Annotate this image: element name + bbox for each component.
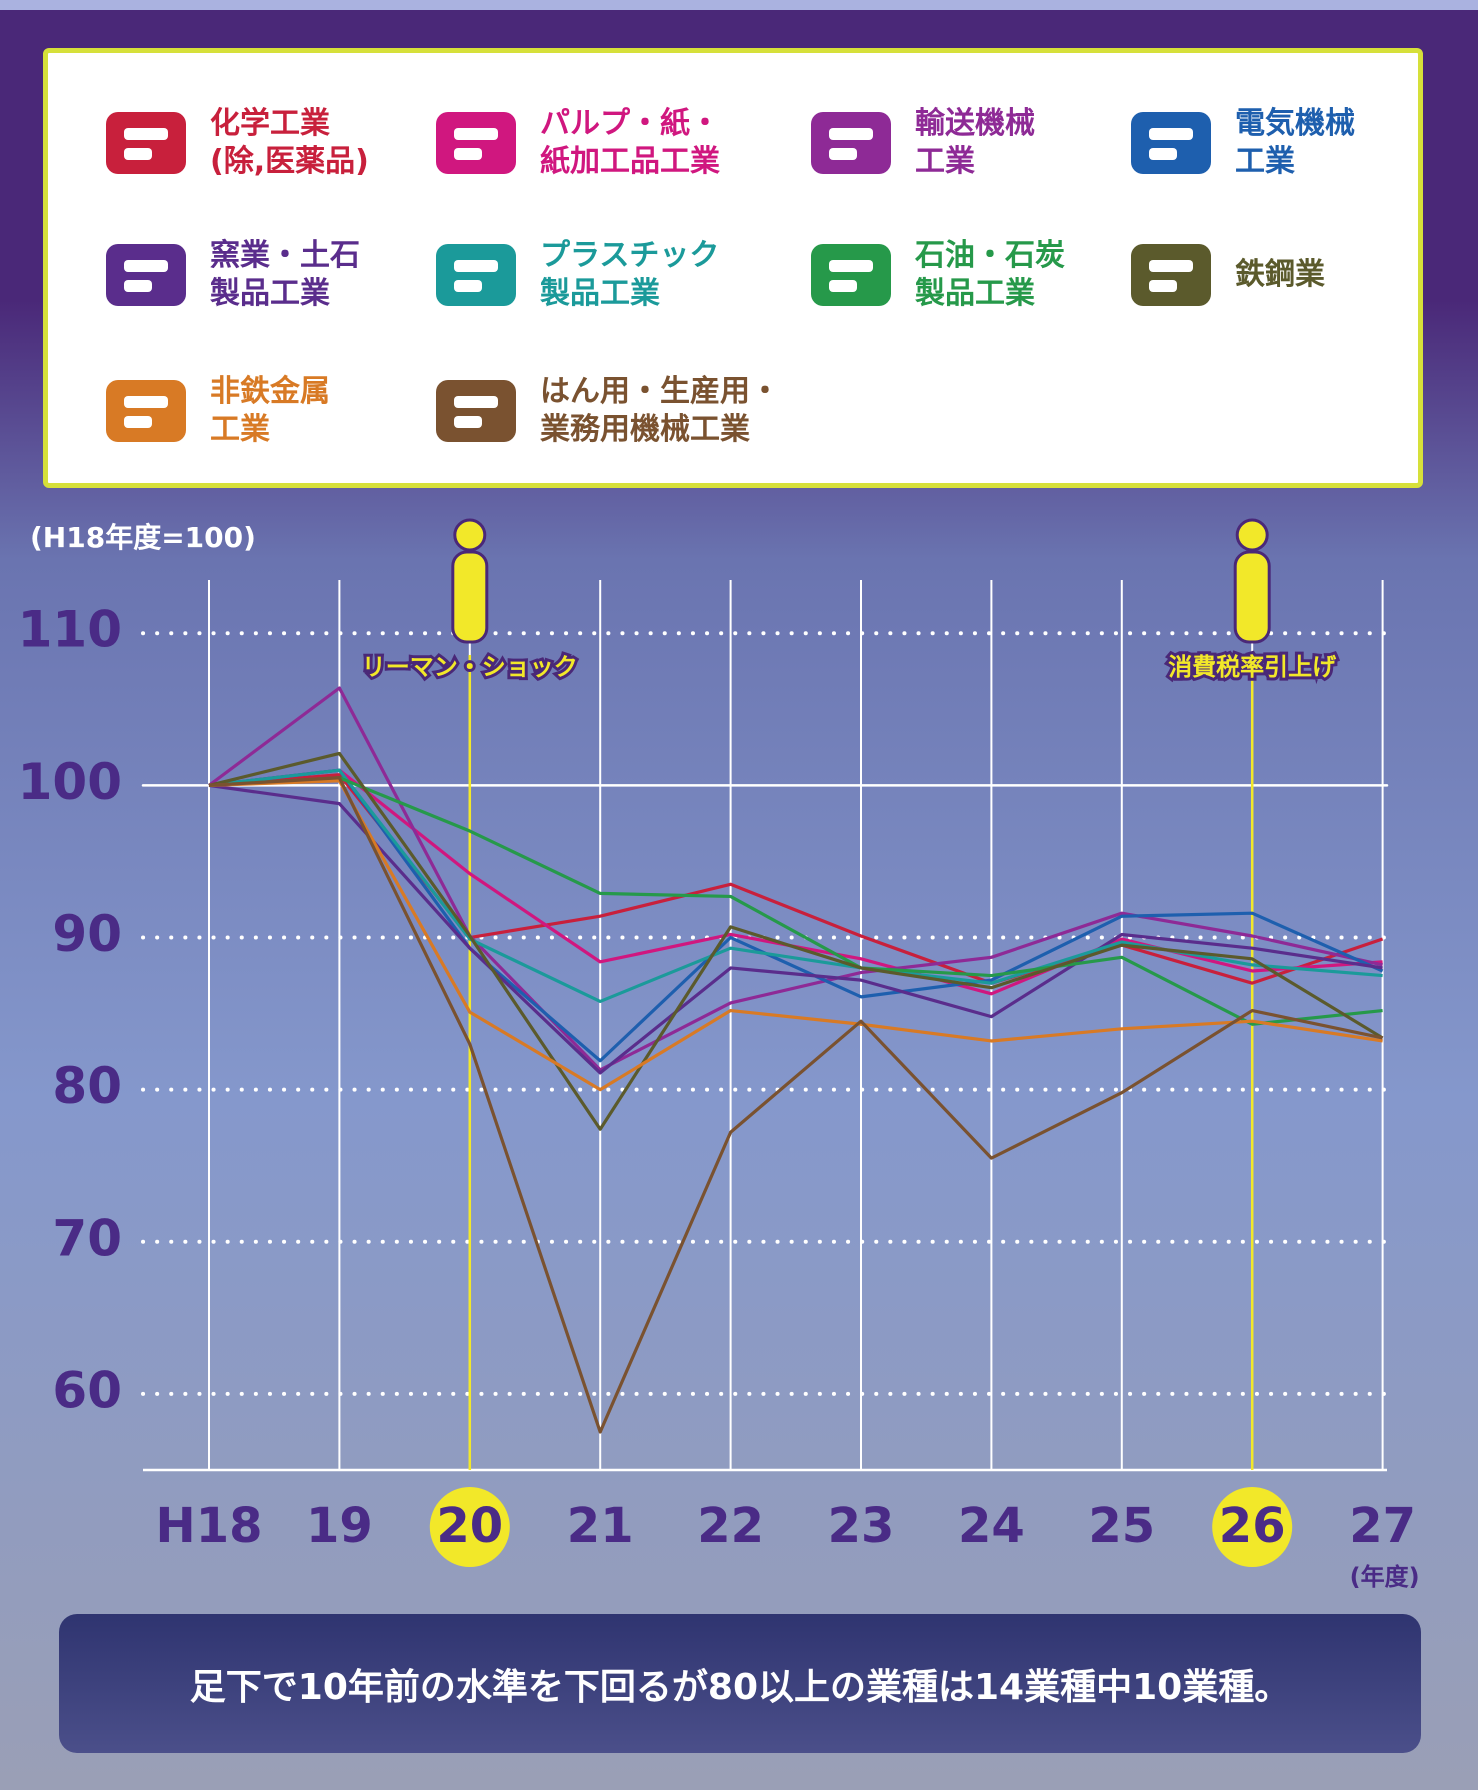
legend-icon — [1131, 244, 1211, 306]
legend-entry: 石油・石炭 製品工業 — [803, 230, 1065, 320]
x-tick-label: 19 — [306, 1498, 373, 1554]
legend-label: 石油・石炭 製品工業 — [915, 238, 1065, 311]
x-tick-label: H18 — [156, 1498, 263, 1554]
icon-detail — [829, 128, 873, 140]
legend-label: 輸送機械 工業 — [915, 106, 1035, 179]
icon-detail — [454, 280, 482, 292]
legend-entry: パルプ・紙・ 紙加工品工業 — [428, 98, 720, 188]
y-tick-label: 100 — [18, 753, 122, 811]
legend-entry: 窯業・土石 製品工業 — [98, 230, 360, 320]
icon-detail — [454, 396, 498, 408]
y-tick-label: 90 — [52, 905, 122, 963]
series-line — [208, 751, 1384, 1131]
icon-detail — [124, 128, 168, 140]
y-tick-label: 70 — [52, 1209, 122, 1267]
series-line — [208, 783, 1383, 1075]
legend: 化学工業 (除,医薬品) パルプ・紙・ 紙加工品工業 輸送機械 工業 電気機械 工業窯… — [43, 48, 1423, 488]
legend-label: 非鉄金属 工業 — [210, 374, 330, 447]
icon-detail — [1149, 148, 1177, 160]
event-label: 消費税率引上げ — [1168, 653, 1337, 681]
icon-detail — [124, 416, 152, 428]
legend-icon — [436, 112, 516, 174]
icon-detail — [124, 148, 152, 160]
legend-icon — [436, 380, 516, 442]
legend-label: 鉄鋼業 — [1235, 257, 1325, 292]
y-unit-note: (H18年度=100) — [30, 521, 256, 554]
x-tick-label: 21 — [567, 1498, 634, 1554]
legend-icon — [106, 380, 186, 442]
icon-detail — [454, 416, 482, 428]
x-highlight — [1212, 1487, 1293, 1567]
legend-label: 窯業・土石 製品工業 — [210, 238, 360, 311]
icon-detail — [124, 260, 168, 272]
legend-icon — [436, 244, 516, 306]
legend-entry: 化学工業 (除,医薬品) — [98, 98, 369, 188]
top-border — [0, 0, 1478, 10]
legend-label: 電気機械 工業 — [1235, 106, 1355, 179]
series-line — [208, 768, 1384, 1063]
event-label: リーマン・ショック — [362, 653, 578, 681]
x-tick-label: 25 — [1088, 1498, 1155, 1554]
x-tick-label: 26 — [1219, 1498, 1286, 1554]
series-line — [208, 779, 1383, 1092]
legend-entry: はん用・生産用・ 業務用機械工業 — [428, 366, 780, 456]
x-tick-label: 27 — [1349, 1498, 1416, 1554]
icon-detail — [454, 260, 498, 272]
icon-detail — [829, 260, 873, 272]
icon-detail — [829, 280, 857, 292]
legend-entry: 非鉄金属 工業 — [98, 366, 330, 456]
y-tick-label: 60 — [52, 1361, 122, 1419]
series-line — [208, 686, 1383, 1072]
x-tick-label: 23 — [828, 1498, 895, 1554]
icon-detail — [1149, 128, 1193, 140]
legend-label: 化学工業 (除,医薬品) — [210, 106, 369, 179]
series-line — [208, 776, 1383, 1026]
series-line — [208, 776, 1383, 1434]
footer-text: 足下で10年前の水準を下回るが80以上の業種は14業種中10業種。 — [189, 1666, 1291, 1708]
event-figure-head — [453, 518, 487, 552]
series-line — [208, 768, 1383, 996]
x-tick-label: 20 — [436, 1498, 503, 1554]
icon-detail — [454, 148, 482, 160]
x-highlight — [429, 1487, 510, 1567]
footer-box: 足下で10年前の水準を下回るが80以上の業種は14業種中10業種。 — [59, 1614, 1421, 1753]
event-figure-body — [1233, 550, 1271, 644]
x-tick-label: 22 — [697, 1498, 764, 1554]
event-figure-body — [451, 550, 489, 644]
icon-detail — [454, 128, 498, 140]
x-unit-note: (年度) — [1350, 1563, 1420, 1591]
legend-icon — [811, 112, 891, 174]
y-tick-label: 110 — [18, 601, 122, 659]
chart: (H18年度=100) 60 70 80 90 100 110 リーマン・ショック 消費税率引上… — [18, 518, 1420, 1591]
legend-icon — [811, 244, 891, 306]
icon-detail — [124, 396, 168, 408]
icon-detail — [124, 280, 152, 292]
legend-label: パルプ・紙・ 紙加工品工業 — [540, 106, 720, 179]
icon-detail — [1149, 280, 1177, 292]
legend-label: はん用・生産用・ 業務用機械工業 — [540, 374, 780, 447]
x-tick-label: 24 — [958, 1498, 1025, 1554]
legend-label: プラスチック 製品工業 — [540, 238, 720, 311]
legend-icon — [1131, 112, 1211, 174]
legend-icon — [106, 112, 186, 174]
legend-entry: プラスチック 製品工業 — [428, 230, 719, 320]
icon-detail — [1149, 260, 1193, 272]
event-figure-head — [1235, 518, 1269, 552]
legend-entry: 鉄鋼業 — [1123, 230, 1325, 320]
legend-entry: 輸送機械 工業 — [803, 98, 1035, 188]
legend-entry: 電気機械 工業 — [1123, 98, 1355, 188]
icon-detail — [829, 148, 857, 160]
legend-icon — [106, 244, 186, 306]
y-tick-label: 80 — [52, 1057, 122, 1115]
